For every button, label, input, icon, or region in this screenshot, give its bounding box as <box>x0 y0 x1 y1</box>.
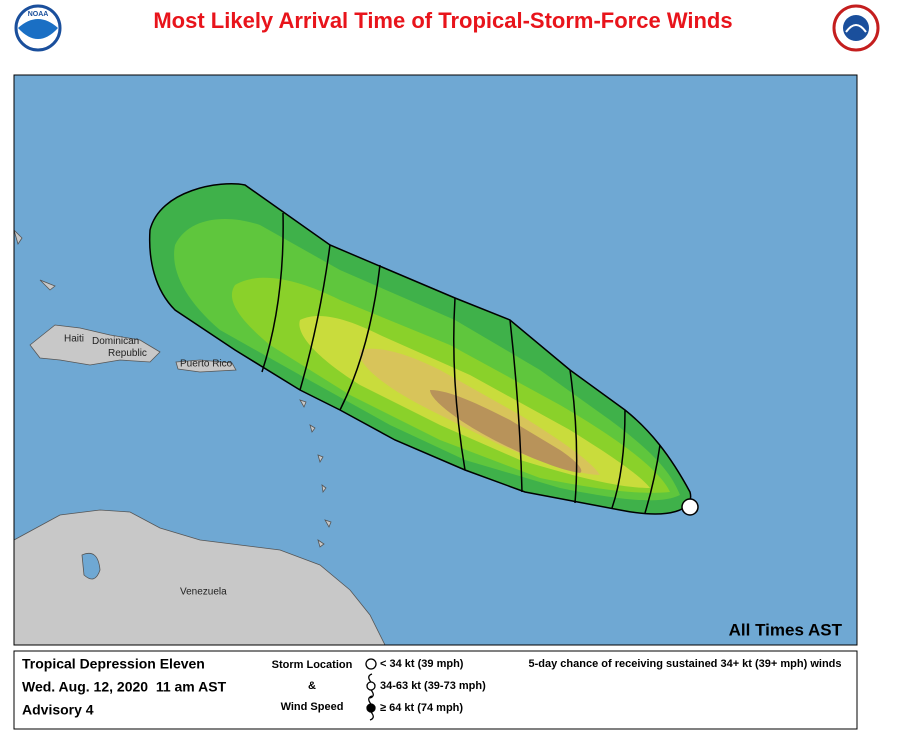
place-labels: Haiti Dominican Republic Puerto Rico Vene… <box>64 334 233 598</box>
symbol-heading: Wind Speed <box>281 701 344 713</box>
place-label: Dominican Republic <box>92 336 147 359</box>
storm-location <box>681 498 699 516</box>
probability-swath <box>148 183 692 515</box>
place-label: Haiti <box>64 334 84 345</box>
time-note: All Times AST <box>729 620 843 639</box>
storm-name: Tropical Depression Eleven <box>22 656 205 672</box>
symbol-heading: & <box>308 680 316 692</box>
logo-text: NOAA <box>28 11 49 18</box>
noaa-logo: NOAA <box>14 4 62 52</box>
symbol-depression <box>365 658 377 670</box>
place-label: Venezuela <box>180 587 227 598</box>
symbol-label: ≥ 64 kt (74 mph) <box>380 702 463 714</box>
legend: Tropical Depression Eleven Wed. Aug. 12,… <box>13 650 858 730</box>
map: Haiti Dominican Republic Puerto Rico Vene… <box>14 75 857 645</box>
map-frame <box>13 74 858 646</box>
nws-logo <box>832 4 880 52</box>
symbol-hurricane <box>366 695 376 721</box>
symbol-label: < 34 kt (39 mph) <box>380 658 464 670</box>
advisory-date: Wed. Aug. 12, 2020 11 am AST <box>22 679 227 695</box>
land <box>14 229 386 645</box>
advisory-number: Advisory 4 <box>22 702 94 718</box>
symbol-storm <box>366 673 376 699</box>
symbol-heading: Storm Location <box>272 659 353 671</box>
legend-box <box>13 650 858 730</box>
symbol-label: 34-63 kt (39-73 mph) <box>380 680 486 692</box>
place-label: Puerto Rico <box>180 359 233 370</box>
title: Most Likely Arrival Time of Tropical-Sto… <box>153 8 732 33</box>
scale-title: 5-day chance of receiving sustained 34+ … <box>529 658 842 670</box>
